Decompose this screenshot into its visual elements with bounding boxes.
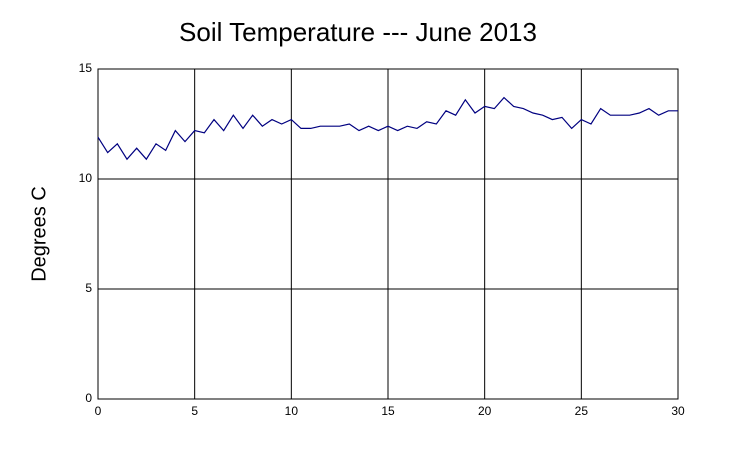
x-tick-label: 10	[285, 404, 299, 418]
x-tick-label: 30	[671, 404, 685, 418]
y-tick-label: 0	[85, 391, 92, 405]
chart-title: Soil Temperature --- June 2013	[179, 17, 537, 47]
x-tick-label: 25	[575, 404, 589, 418]
x-tick-label: 5	[191, 404, 198, 418]
data-line	[97, 96, 678, 161]
y-tick-label: 15	[79, 61, 93, 75]
y-tick-label: 10	[79, 171, 93, 185]
plot-frame	[97, 68, 679, 400]
x-tick-label: 20	[478, 404, 492, 418]
x-tick-label: 0	[95, 404, 102, 418]
y-tick-label: 5	[85, 281, 92, 295]
y-axis-label: Degrees C	[28, 186, 50, 282]
x-tick-label: 15	[381, 404, 395, 418]
